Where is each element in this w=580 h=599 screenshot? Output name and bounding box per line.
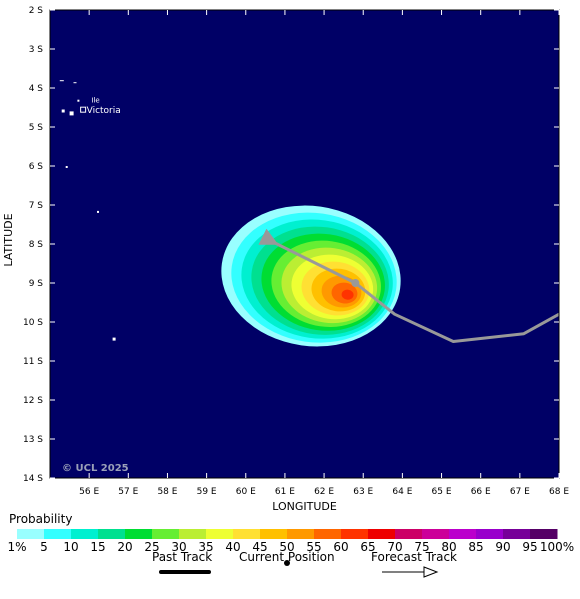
legend-tick-label: 90	[495, 540, 510, 554]
lon-tick-label: 60 E	[236, 487, 256, 497]
lat-tick-label: 6 S	[29, 162, 44, 172]
legend-swatch	[44, 529, 72, 539]
lon-tick-label: 64 E	[392, 487, 412, 497]
island	[59, 80, 64, 82]
legend-swatch	[287, 529, 315, 539]
lat-tick-label: 10 S	[23, 318, 43, 328]
legend-tick-label: 10	[63, 540, 78, 554]
legend-swatch	[368, 529, 396, 539]
current-position-key-dot	[284, 560, 290, 566]
x-axis-title: LONGITUDE	[272, 500, 337, 513]
island	[77, 99, 80, 102]
lon-tick-label: 65 E	[432, 487, 452, 497]
lat-tick-label: 7 S	[29, 201, 44, 211]
lat-tick-label: 13 S	[23, 435, 43, 445]
lat-tick-label: 11 S	[23, 357, 43, 367]
island	[97, 210, 99, 213]
lon-tick-label: 57 E	[118, 487, 138, 497]
legend-tick-label: 40	[225, 540, 240, 554]
forecast-arrow-icon	[423, 566, 439, 578]
legend-title: Probability	[9, 512, 73, 526]
place-label: Victoria	[87, 106, 121, 116]
legend-tick-label: 80	[441, 540, 456, 554]
lon-tick-label: 58 E	[157, 487, 177, 497]
island	[69, 111, 74, 116]
legend-swatch	[233, 529, 261, 539]
legend-tick-label: 35	[198, 540, 213, 554]
copyright-text: © UCL 2025	[62, 463, 129, 474]
lat-tick-label: 9 S	[29, 279, 44, 289]
lon-tick-label: 56 E	[79, 487, 99, 497]
legend-swatch	[206, 529, 234, 539]
lat-tick-label: 12 S	[23, 396, 43, 406]
current-position-dot	[351, 279, 360, 287]
legend-swatch	[422, 529, 450, 539]
lat-tick-label: 3 S	[29, 45, 44, 55]
legend-swatch	[395, 529, 423, 539]
legend-tick-label: 60	[333, 540, 348, 554]
current-position-key-label: Current Position	[239, 550, 335, 564]
legend-swatch	[449, 529, 477, 539]
legend-swatch	[530, 529, 558, 539]
legend-tick-label: 95	[522, 540, 537, 554]
place-label: Ile	[91, 97, 99, 105]
legend-swatch	[503, 529, 531, 539]
island	[65, 166, 68, 168]
legend-tick-label: 20	[117, 540, 132, 554]
legend-tick-label: 100%	[540, 540, 574, 554]
legend-tick-label: 1%	[7, 540, 26, 554]
lon-tick-label: 67 E	[510, 487, 530, 497]
legend-swatch	[260, 529, 288, 539]
legend-tick-label: 70	[387, 540, 402, 554]
probability-legend-labels: 1% 5 10 15 20 25 30 35 40 45 50 55 60 65 70 75 80 85 90 95 1…	[7, 540, 574, 554]
legend-swatch	[314, 529, 342, 539]
legend-swatch	[98, 529, 126, 539]
legend-tick-label: 30	[171, 540, 186, 554]
legend-swatch	[341, 529, 369, 539]
legend-tick-label: 45	[252, 540, 267, 554]
axis-ticks: 2 S 3 S 4 S 5 S 6 S 7 S 8 S 9 S 10 S 11 S 12 S 13 S…	[23, 6, 569, 497]
forecast-track-key-label: Forecast Track	[371, 550, 457, 564]
lon-tick-label: 66 E	[471, 487, 491, 497]
lat-tick-label: 8 S	[29, 240, 44, 250]
legend-tick-label: 5	[40, 540, 48, 554]
lat-tick-label: 5 S	[29, 123, 44, 133]
city-marker-icon	[80, 106, 87, 113]
legend-tick-label: 65	[360, 540, 375, 554]
probability-field	[221, 205, 401, 347]
legend-tick-label: 25	[144, 540, 159, 554]
y-axis-title: LATITUDE	[2, 213, 15, 266]
lat-tick-label: 4 S	[29, 84, 44, 94]
legend-tick-label: 55	[306, 540, 321, 554]
legend-tick-label: 85	[468, 540, 483, 554]
lon-tick-label: 62 E	[314, 487, 334, 497]
probability-legend-bar	[17, 529, 558, 539]
legend-swatch	[71, 529, 99, 539]
past-track-arrow	[258, 228, 357, 285]
storm-tracks	[258, 228, 560, 343]
legend-swatch	[152, 529, 180, 539]
lon-tick-label: 61 E	[275, 487, 295, 497]
legend-swatch	[17, 529, 45, 539]
track-key-symbols	[159, 560, 439, 578]
lon-tick-label: 68 E	[549, 487, 569, 497]
lon-tick-label: 59 E	[197, 487, 217, 497]
legend-swatch	[125, 529, 153, 539]
island	[61, 109, 65, 113]
legend-tick-label: 75	[414, 540, 429, 554]
legend-swatch	[179, 529, 207, 539]
island	[112, 337, 116, 341]
island	[73, 82, 77, 84]
lon-tick-label: 63 E	[353, 487, 373, 497]
legend-tick-label: 15	[90, 540, 105, 554]
past-track-key-label: Past Track	[152, 550, 213, 564]
lat-tick-label: 14 S	[23, 474, 43, 484]
lat-tick-label: 2 S	[29, 6, 44, 16]
legend-swatch	[476, 529, 504, 539]
legend-tick-label: 50	[279, 540, 294, 554]
forecast-track-line	[354, 281, 560, 343]
probability-contour	[341, 289, 354, 300]
